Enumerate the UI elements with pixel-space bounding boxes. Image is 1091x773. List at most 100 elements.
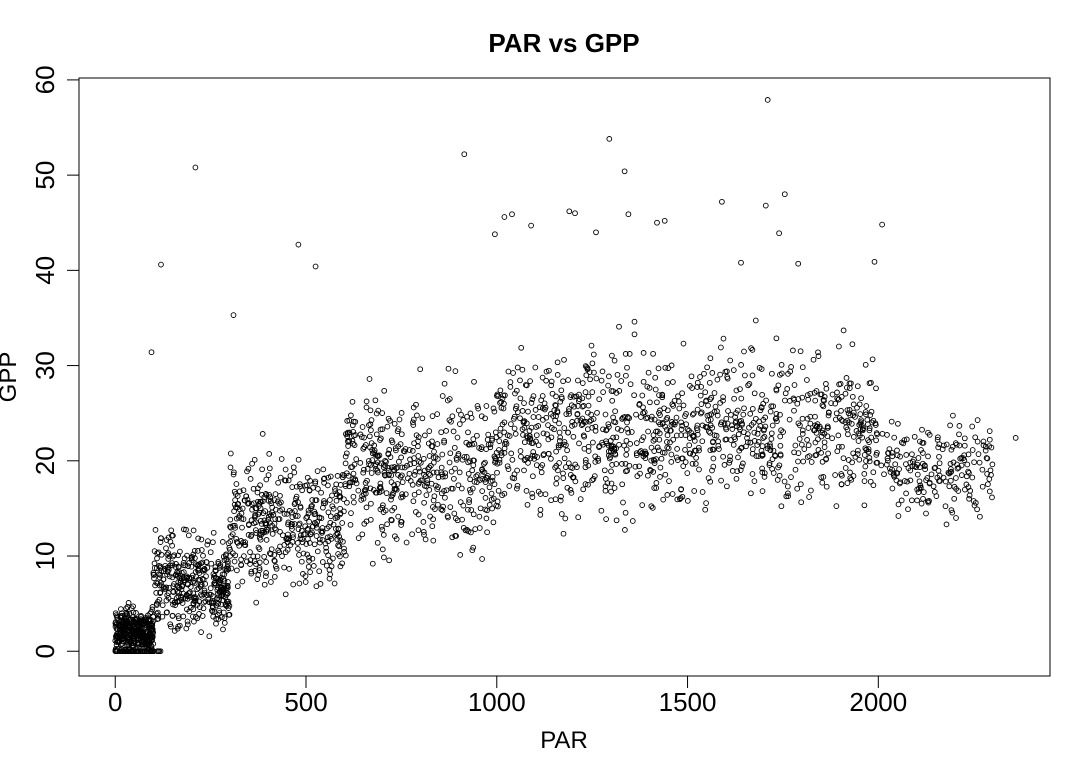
- data-point: [839, 472, 845, 479]
- data-point: [452, 368, 459, 374]
- data-point: [494, 469, 500, 476]
- data-point: [953, 515, 959, 521]
- data-point: [674, 496, 681, 503]
- data-point: [469, 441, 475, 448]
- data-point: [633, 411, 639, 418]
- data-point: [398, 431, 405, 438]
- data-point: [812, 397, 819, 404]
- data-point: [449, 534, 456, 541]
- data-point: [631, 318, 638, 325]
- data-point: [275, 479, 281, 486]
- data-point: [592, 459, 599, 465]
- data-point: [804, 377, 810, 383]
- data-point: [687, 450, 694, 457]
- data-point: [154, 609, 161, 616]
- data-point: [608, 488, 614, 495]
- data-point: [231, 508, 237, 515]
- data-point: [377, 485, 384, 492]
- data-point: [699, 489, 706, 495]
- data-point: [263, 559, 269, 565]
- data-point: [553, 393, 559, 400]
- data-point: [174, 599, 181, 605]
- data-point: [444, 397, 451, 404]
- data-point: [721, 462, 728, 468]
- data-point: [122, 616, 128, 623]
- data-point: [112, 610, 119, 617]
- data-point: [611, 485, 618, 491]
- data-point: [379, 526, 386, 533]
- data-point: [613, 390, 620, 396]
- data-point: [435, 501, 441, 508]
- data-point: [254, 489, 261, 496]
- data-point: [865, 437, 871, 443]
- data-point: [589, 424, 596, 431]
- data-point: [258, 527, 265, 534]
- data-point: [629, 518, 636, 524]
- data-point: [795, 458, 801, 465]
- data-point: [640, 404, 646, 411]
- data-point: [842, 390, 849, 397]
- data-point: [553, 402, 559, 409]
- data-point: [306, 554, 312, 561]
- data-point: [498, 399, 505, 405]
- data-point: [451, 444, 458, 451]
- data-point: [323, 562, 330, 569]
- data-point: [690, 434, 697, 440]
- data-point: [337, 563, 344, 570]
- data-point: [141, 640, 148, 647]
- data-point: [344, 499, 350, 506]
- data-point: [527, 378, 533, 384]
- data-point: [409, 481, 416, 488]
- data-point: [443, 428, 449, 434]
- data-point: [282, 466, 289, 473]
- data-point: [229, 531, 236, 537]
- data-point: [535, 442, 542, 449]
- data-point: [885, 450, 891, 456]
- data-point: [504, 463, 511, 470]
- data-point: [391, 464, 398, 470]
- data-point: [729, 468, 736, 474]
- data-point: [866, 380, 873, 387]
- data-point: [509, 456, 516, 463]
- data-point: [805, 442, 812, 449]
- data-point: [344, 418, 351, 424]
- data-point: [664, 426, 670, 433]
- data-point: [468, 507, 475, 513]
- data-point: [651, 457, 658, 464]
- data-point: [905, 465, 912, 471]
- data-point: [497, 425, 504, 432]
- data-point: [656, 447, 662, 454]
- data-point: [986, 443, 993, 449]
- data-point: [645, 369, 652, 376]
- data-point: [234, 567, 240, 574]
- data-point: [862, 463, 869, 470]
- data-point: [206, 633, 213, 640]
- data-point: [233, 535, 240, 542]
- data-point: [256, 559, 263, 566]
- data-point: [866, 458, 873, 465]
- data-point: [317, 581, 324, 587]
- data-point: [312, 263, 319, 270]
- data-point: [466, 499, 472, 506]
- data-point: [821, 439, 828, 446]
- data-point: [501, 214, 508, 220]
- data-point: [714, 412, 721, 419]
- data-point: [585, 448, 592, 454]
- data-point: [763, 397, 769, 404]
- data-point: [247, 557, 254, 563]
- data-point: [648, 503, 655, 510]
- data-point: [422, 536, 429, 543]
- data-point: [327, 497, 333, 503]
- data-point: [234, 583, 241, 590]
- data-point: [410, 422, 417, 428]
- data-point: [873, 437, 879, 444]
- data-point: [730, 367, 737, 373]
- data-point: [860, 425, 867, 431]
- data-point: [794, 400, 801, 407]
- data-point: [678, 426, 685, 433]
- data-point: [334, 473, 341, 479]
- data-point: [777, 371, 783, 378]
- data-point: [501, 450, 508, 456]
- data-point: [702, 506, 709, 513]
- data-point: [989, 461, 996, 468]
